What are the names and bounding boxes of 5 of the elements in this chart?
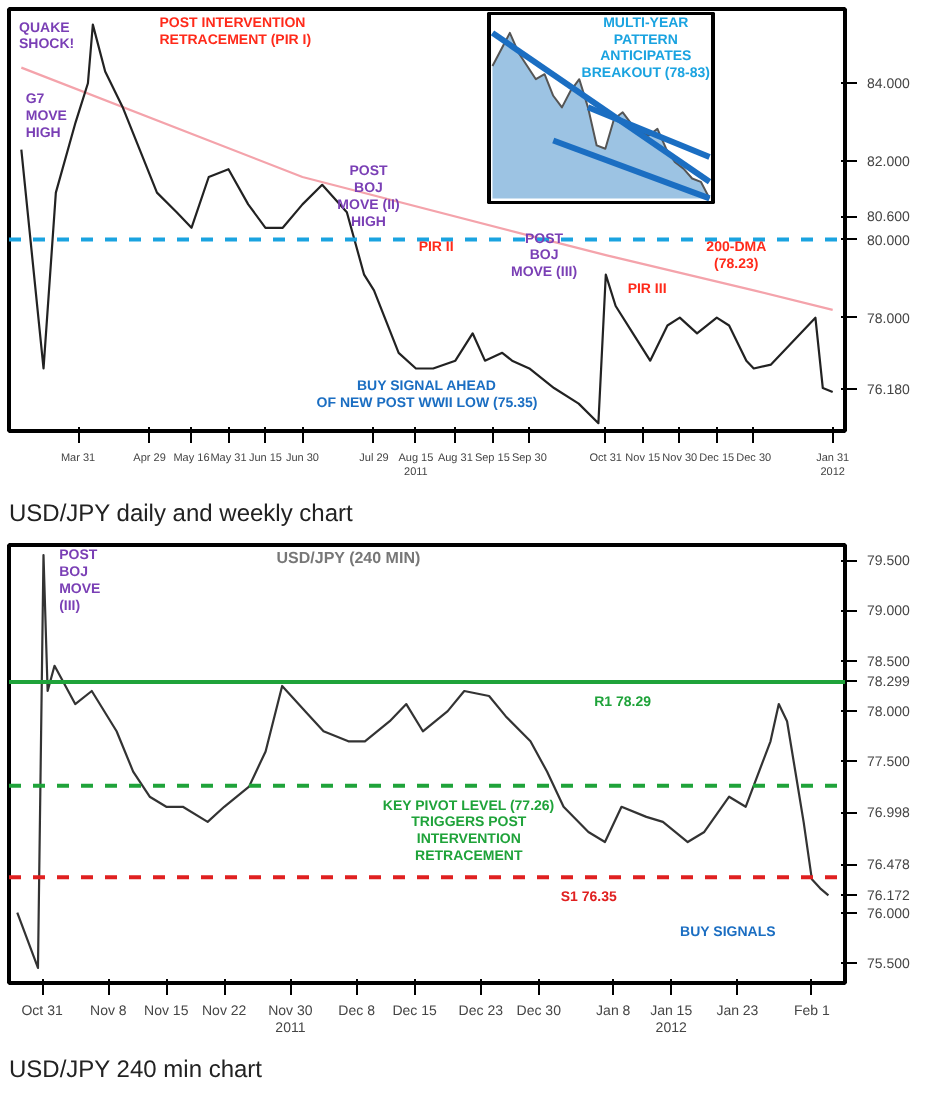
chart-title: USD/JPY (240 MIN)	[276, 549, 421, 567]
text: USD/JPY 240 min chart	[9, 1055, 264, 1083]
text: USD/JPY daily and weekly chart	[9, 499, 355, 527]
line-series	[16, 553, 830, 969]
line-series	[20, 66, 834, 311]
